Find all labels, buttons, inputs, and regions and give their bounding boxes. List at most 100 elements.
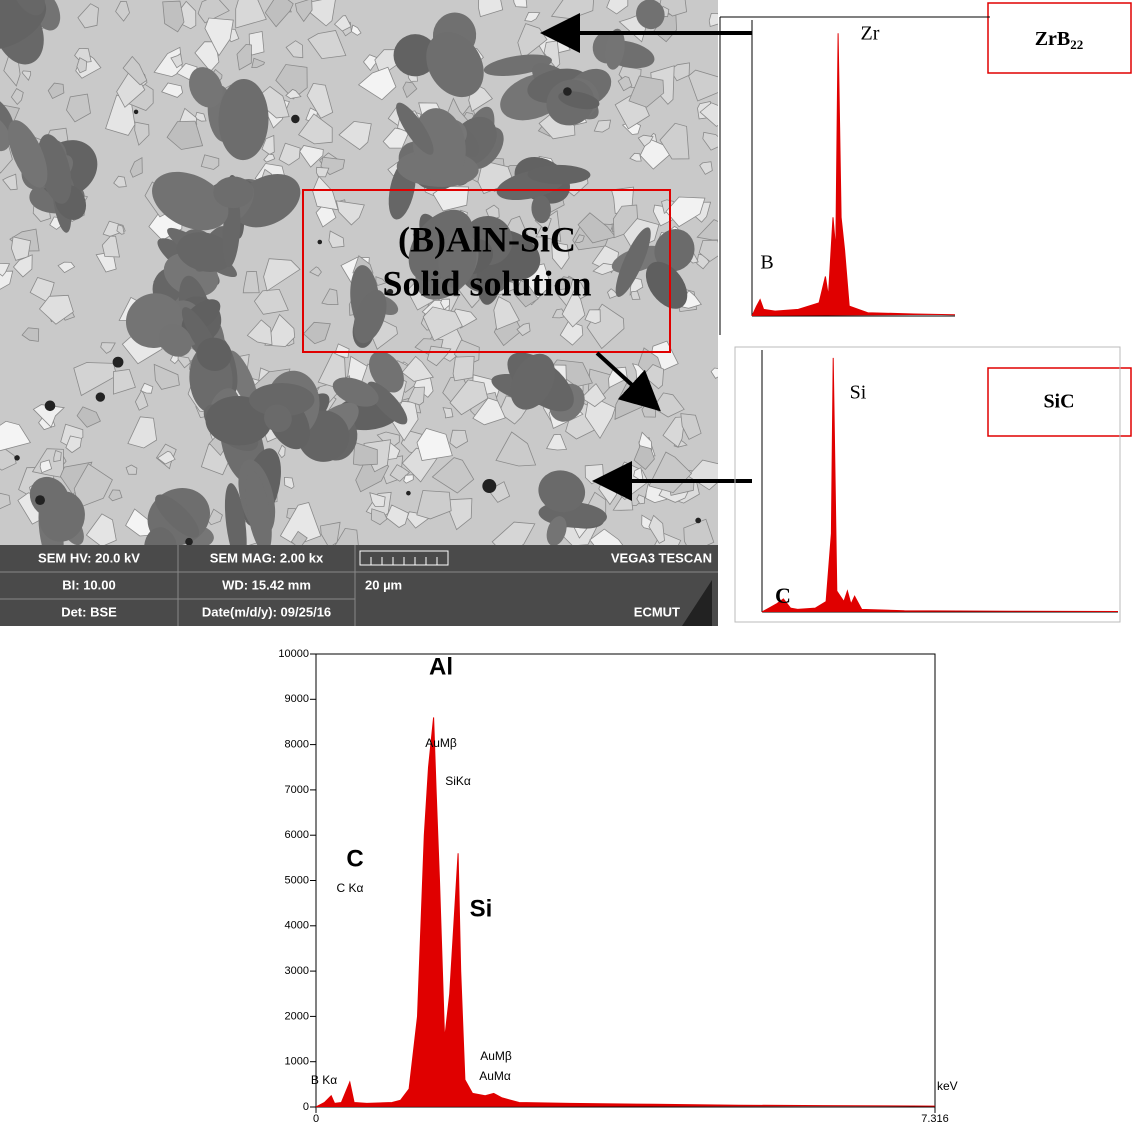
dark-phase xyxy=(367,381,408,425)
grain xyxy=(449,379,489,416)
grain xyxy=(698,239,718,262)
grain xyxy=(12,254,33,278)
dark-phase xyxy=(654,229,695,272)
grain xyxy=(21,327,40,342)
grain xyxy=(66,93,91,123)
grain xyxy=(309,266,322,277)
grain xyxy=(357,66,397,101)
grain xyxy=(350,24,362,36)
dark-phase xyxy=(605,28,625,70)
grain xyxy=(207,508,223,526)
grain xyxy=(320,521,341,545)
pore xyxy=(133,109,139,115)
grain xyxy=(38,294,74,325)
grain xyxy=(370,508,388,526)
grain xyxy=(636,494,646,505)
grain xyxy=(618,66,642,88)
grain xyxy=(162,0,185,33)
grain xyxy=(629,152,642,162)
grain xyxy=(0,492,11,510)
grain xyxy=(57,261,76,274)
x-tick-label: 0 xyxy=(313,1113,319,1125)
grain xyxy=(85,513,117,545)
dark-phase xyxy=(0,113,11,152)
info-text: WD: 15.42 mm xyxy=(222,577,311,592)
grain xyxy=(416,427,453,461)
grain xyxy=(606,0,629,15)
grain xyxy=(129,157,143,178)
grain xyxy=(263,258,301,292)
label-base: ZrB xyxy=(1035,28,1071,50)
grain xyxy=(321,288,339,306)
sem-image xyxy=(0,0,718,545)
dark-phase xyxy=(558,91,600,110)
grain xyxy=(264,0,294,28)
grain xyxy=(156,450,176,465)
dark-phase xyxy=(396,102,434,155)
dark-phase xyxy=(7,120,48,188)
dark-phase xyxy=(196,337,232,371)
grain xyxy=(200,154,220,170)
label-box xyxy=(987,367,1132,437)
dark-phase xyxy=(438,230,477,289)
info-text: Date(m/d/y): 09/25/16 xyxy=(202,604,331,619)
peak-label: C Kα xyxy=(337,881,364,895)
grain xyxy=(403,474,414,484)
spectrum xyxy=(761,357,1119,613)
info-text: 20 µm xyxy=(365,577,402,592)
grain xyxy=(385,504,409,528)
grain xyxy=(170,52,183,69)
grain xyxy=(574,234,585,244)
logo xyxy=(682,580,712,626)
grain xyxy=(702,131,718,151)
grain xyxy=(472,397,506,426)
grain xyxy=(277,444,286,459)
dark-phase xyxy=(155,494,200,538)
grain xyxy=(442,407,454,419)
pore xyxy=(112,356,124,368)
grain xyxy=(76,406,101,428)
pore xyxy=(291,114,300,124)
grain xyxy=(290,530,308,545)
grain xyxy=(251,57,266,69)
grain xyxy=(299,145,324,168)
peak-label: Al xyxy=(429,653,453,680)
grain xyxy=(580,383,607,408)
grain xyxy=(134,389,149,411)
grain xyxy=(545,433,568,451)
dark-phase xyxy=(224,483,247,545)
grain xyxy=(617,75,633,92)
grain xyxy=(65,435,82,454)
info-text: SEM HV: 20.0 kV xyxy=(38,550,140,565)
grain xyxy=(593,119,612,133)
peak-label: SiKα xyxy=(445,774,471,788)
y-tick-label: 2000 xyxy=(285,1010,309,1022)
grain xyxy=(0,145,13,174)
grain xyxy=(264,313,296,347)
grain xyxy=(648,514,665,544)
grain xyxy=(352,441,378,466)
pore xyxy=(35,495,45,506)
dark-phase xyxy=(176,232,234,272)
dark-phase xyxy=(510,353,556,410)
grain xyxy=(100,342,116,354)
grain xyxy=(246,319,273,346)
grain xyxy=(416,490,452,520)
grain xyxy=(431,457,475,494)
grain xyxy=(10,236,32,261)
dark-phase xyxy=(158,323,193,357)
grain xyxy=(375,276,387,286)
pore xyxy=(317,239,323,245)
grain xyxy=(0,262,11,277)
peak-label: Si xyxy=(850,382,867,404)
dark-phase xyxy=(636,0,665,30)
grain xyxy=(633,445,655,470)
grain xyxy=(263,153,276,163)
grain xyxy=(422,306,463,342)
grain xyxy=(402,81,418,99)
grain xyxy=(688,69,718,102)
grain xyxy=(659,0,688,17)
peak-label: C xyxy=(775,583,791,608)
overlay-line-2: Solid solution xyxy=(382,263,591,303)
